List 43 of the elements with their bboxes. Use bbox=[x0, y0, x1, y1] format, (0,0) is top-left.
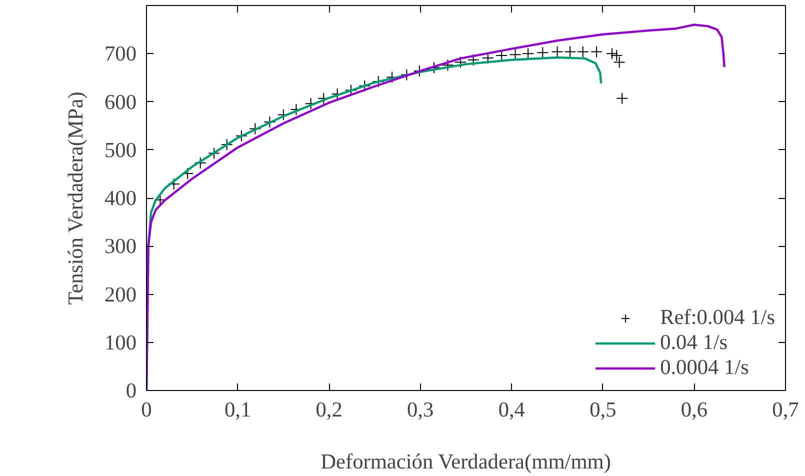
point bbox=[536, 46, 549, 59]
x-axis-title: Deformación Verdadera(mm/mm) bbox=[320, 450, 612, 474]
point bbox=[590, 46, 603, 58]
y-tick-label: 700 bbox=[104, 42, 137, 66]
point bbox=[576, 46, 589, 58]
x-tick-label: 0,1 bbox=[224, 398, 252, 422]
point bbox=[249, 122, 262, 135]
point bbox=[551, 46, 564, 58]
point bbox=[610, 50, 623, 62]
point bbox=[454, 56, 467, 68]
legend-label: Ref:0.004 1/s bbox=[660, 305, 775, 330]
x-tick-label: 0,2 bbox=[316, 398, 342, 422]
y-axis-title: Tensión Verdadera(MPa) bbox=[64, 92, 88, 305]
y-tick-label: 100 bbox=[104, 330, 137, 354]
point bbox=[220, 138, 233, 151]
point bbox=[344, 84, 357, 96]
point bbox=[606, 48, 618, 60]
point bbox=[613, 56, 626, 68]
x-tick-label: 0,5 bbox=[590, 398, 616, 422]
y-tick-label: 500 bbox=[104, 138, 137, 162]
y-tick-label: 400 bbox=[104, 186, 137, 210]
y-tick-label: 300 bbox=[104, 234, 137, 258]
x-tick-label: 0,3 bbox=[407, 398, 434, 422]
legend-label: 0.04 1/s bbox=[660, 330, 728, 355]
point bbox=[235, 130, 248, 142]
x-tick-label: 0,4 bbox=[498, 398, 526, 422]
point bbox=[264, 116, 276, 128]
point bbox=[442, 59, 454, 72]
x-tick-label: 0 bbox=[141, 398, 152, 422]
point bbox=[564, 46, 576, 58]
point bbox=[616, 92, 628, 104]
point bbox=[168, 178, 180, 190]
point bbox=[467, 54, 480, 66]
point bbox=[400, 68, 413, 81]
y-tick-label: 600 bbox=[104, 90, 137, 114]
y-tick-label: 200 bbox=[104, 282, 137, 306]
point bbox=[208, 147, 220, 160]
legend-label: 0.0004 1/s bbox=[660, 355, 749, 380]
point bbox=[194, 156, 206, 169]
x-tick-label: 0,6 bbox=[680, 398, 708, 422]
y-tick-label: 0 bbox=[126, 378, 137, 402]
point bbox=[358, 80, 371, 92]
x-tick-label: 0,7 bbox=[772, 398, 800, 422]
